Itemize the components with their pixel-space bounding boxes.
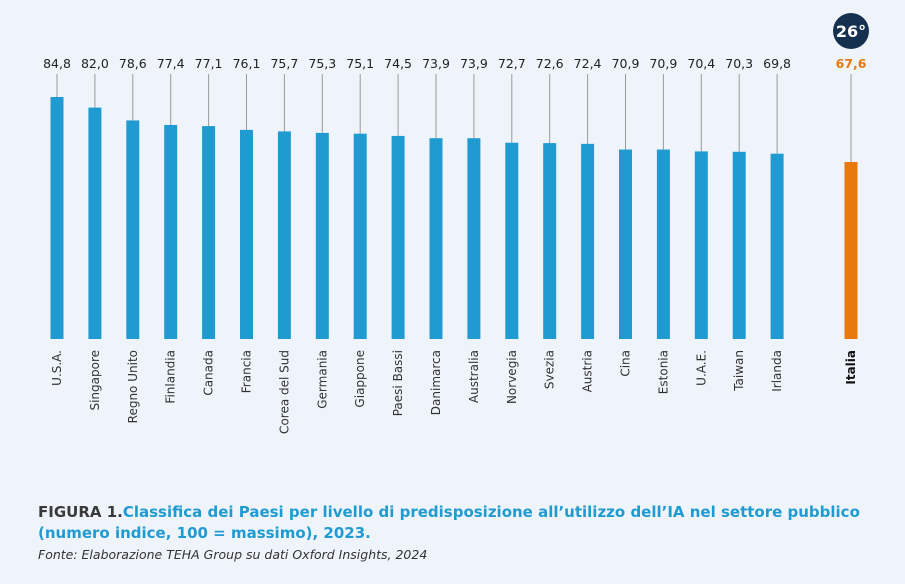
category-label: Norvegia — [505, 350, 519, 404]
bar — [88, 107, 102, 340]
bar — [353, 133, 367, 339]
value-label: 77,1 — [195, 56, 223, 71]
category-label: Estonia — [656, 350, 670, 394]
bar — [656, 149, 670, 339]
category-label: Italia — [844, 350, 858, 385]
value-label: 75,3 — [308, 56, 336, 71]
value-label: 70,9 — [612, 56, 640, 71]
category-label: Cina — [619, 350, 633, 377]
bar — [770, 153, 784, 339]
bar — [391, 135, 405, 339]
category-label: U.A.E. — [694, 350, 708, 386]
category-label: Canada — [202, 350, 216, 396]
value-label: 74,5 — [384, 56, 412, 71]
value-label: 70,3 — [725, 56, 753, 71]
bar — [543, 143, 557, 339]
value-label: 73,9 — [460, 56, 488, 71]
value-label: 75,1 — [346, 56, 374, 71]
category-label: Singapore — [88, 350, 102, 411]
bar — [844, 162, 858, 339]
category-label: Paesi Bassi — [391, 350, 405, 416]
bar — [50, 97, 64, 339]
value-label: 82,0 — [81, 56, 109, 71]
rank-badge-label: 26° — [836, 22, 866, 41]
bar — [467, 138, 481, 339]
value-label: 73,9 — [422, 56, 450, 71]
bar — [581, 143, 595, 339]
category-label: U.S.A. — [50, 350, 64, 386]
bar — [619, 149, 632, 339]
value-label: 72,4 — [574, 56, 602, 71]
bar — [202, 126, 216, 339]
bar-chart: 84,8 U.S.A. 82,0 Singapore 78,6 Regno Unito 77… — [43, 13, 869, 434]
category-label: Regno Unito — [126, 350, 140, 423]
category-label: Australia — [467, 350, 481, 403]
figure-title-line1: Classifica dei Paesi per livello di pred… — [122, 503, 860, 521]
value-label: 72,6 — [536, 56, 564, 71]
bar — [505, 142, 519, 339]
bar — [240, 129, 253, 339]
category-label: Corea del Sud — [277, 350, 291, 434]
category-label: Finlandia — [164, 350, 178, 404]
figure-source: Fonte: Elaborazione TEHA Group su dati O… — [38, 547, 428, 562]
value-label: 70,9 — [649, 56, 677, 71]
bar — [164, 124, 178, 339]
value-label: 77,4 — [157, 56, 185, 71]
value-label: 75,7 — [270, 56, 298, 71]
value-label: 72,7 — [498, 56, 526, 71]
value-label: 70,4 — [687, 56, 715, 71]
bar — [429, 138, 443, 339]
value-label: 78,6 — [119, 56, 147, 71]
value-label: 67,6 — [836, 56, 867, 71]
value-label: 69,8 — [763, 56, 791, 71]
value-label: 84,8 — [43, 56, 71, 71]
figure-title-line2: (numero indice, 100 = massimo), 2023. — [38, 524, 371, 542]
category-label: Germania — [315, 350, 329, 409]
bar — [315, 132, 329, 339]
bar — [277, 131, 291, 339]
bar — [732, 151, 746, 339]
category-label: Francia — [240, 350, 254, 393]
category-label: Austria — [581, 350, 595, 392]
category-label: Danimarca — [429, 350, 443, 415]
category-label: Giappone — [353, 350, 367, 408]
category-label: Taiwan — [732, 350, 746, 392]
bar — [694, 151, 708, 339]
value-label: 76,1 — [233, 56, 261, 71]
bar — [126, 120, 140, 339]
category-label: Irlanda — [770, 350, 784, 392]
rank-badge — [833, 13, 869, 49]
category-label: Svezia — [543, 350, 557, 389]
figure-caption: FIGURA 1.Classifica dei Paesi per livell… — [38, 502, 868, 544]
figure-number: FIGURA 1. — [38, 503, 123, 521]
